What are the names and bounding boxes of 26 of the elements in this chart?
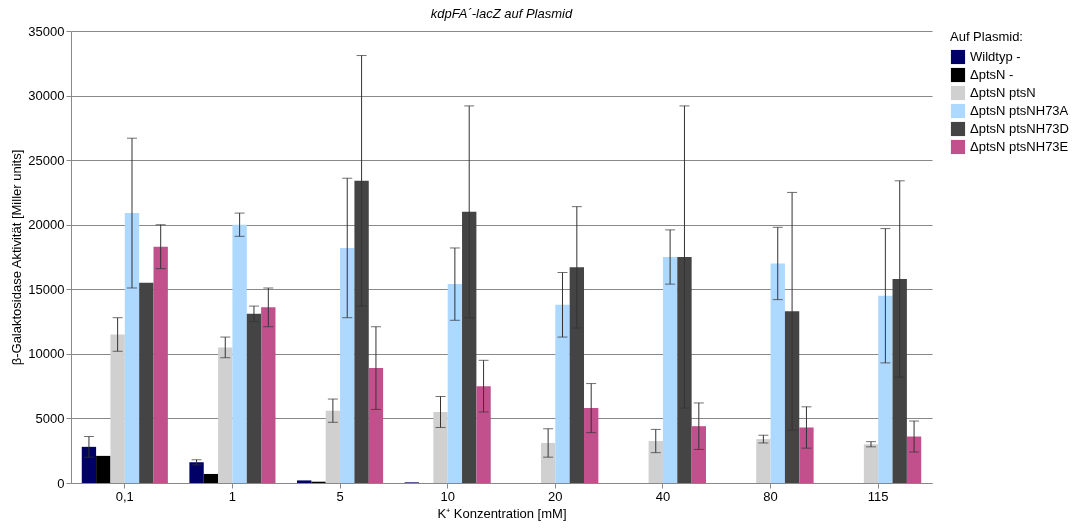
x-axis-title: K⁺ Konzentration [mM]: [437, 505, 567, 521]
x-tick-label: 40: [655, 488, 671, 504]
x-tick-label: 115: [867, 488, 889, 504]
x-tick-label: 20: [548, 488, 563, 504]
legend-label: ΔptsN ptsNH73E: [970, 139, 1069, 154]
x-tick-label: 10: [440, 488, 455, 504]
legend-label: ΔptsN ptsN: [970, 85, 1036, 100]
legend-label: Wildtyp -: [970, 49, 1021, 64]
x-tick-label: 80: [763, 488, 778, 504]
y-tick-label: 15000: [28, 281, 65, 297]
y-axis-title: β-Galaktosidase Aktivität [Miller units]: [9, 149, 25, 366]
y-tick-label: 20000: [28, 217, 65, 233]
y-tick-label: 35000: [28, 23, 65, 39]
chart-title: kdpFA´-lacZ auf Plasmid: [430, 6, 573, 21]
y-tick-label: 30000: [28, 88, 65, 104]
y-tick-label: 25000: [28, 152, 65, 168]
legend-label: ΔptsN ptsNH73D: [970, 121, 1069, 136]
y-tick-label: 0: [57, 475, 65, 491]
x-tick-label: 1: [228, 488, 237, 504]
legend-label: ΔptsN ptsNH73A: [970, 103, 1069, 118]
x-tick-label: 0,1: [115, 488, 134, 504]
y-tick-label: 5000: [35, 410, 65, 426]
legend-title: Auf Plasmid:: [950, 29, 1023, 44]
x-tick-label: 5: [336, 488, 344, 504]
legend-label: ΔptsN -: [970, 67, 1014, 82]
y-tick-label: 10000: [28, 346, 65, 362]
